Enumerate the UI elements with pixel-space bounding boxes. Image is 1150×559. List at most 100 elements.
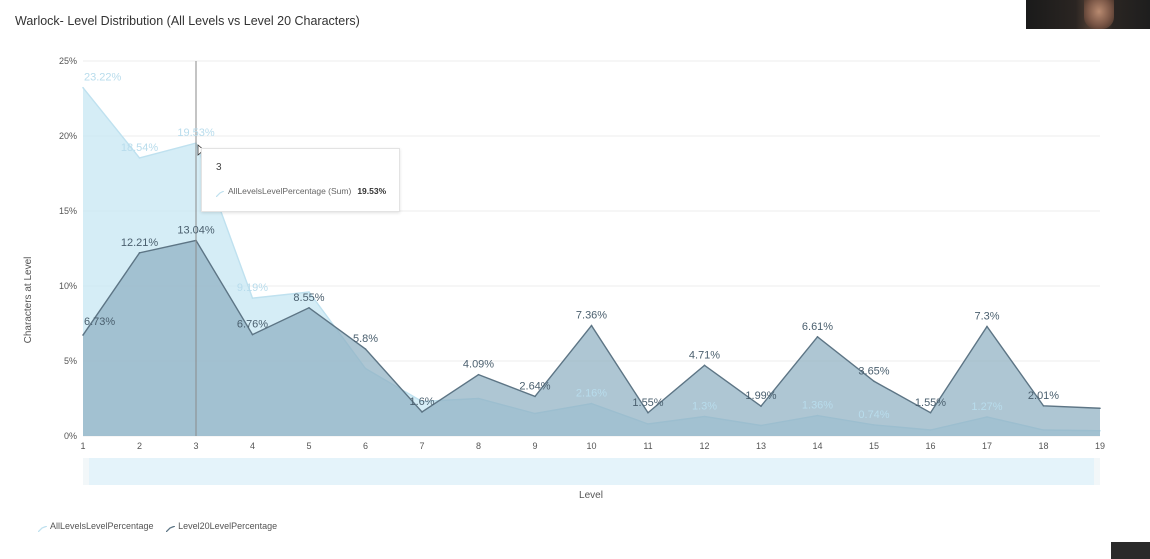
data-label-level20: 2.01% <box>1028 390 1059 402</box>
x-tick-label: 9 <box>532 441 537 451</box>
webcam-face <box>1084 0 1114 29</box>
y-tick-label: 0% <box>64 431 77 441</box>
y-tick-label: 5% <box>64 356 77 366</box>
point-level20 <box>1042 405 1045 407</box>
x-tick-label: 8 <box>476 441 481 451</box>
y-tick-label: 10% <box>59 281 77 291</box>
x-tick-label: 15 <box>869 441 879 451</box>
x-tick-label: 14 <box>812 441 822 451</box>
tooltip-row: AllLevelsLevelPercentage (Sum) 19.53% <box>215 186 387 198</box>
data-label-level20: 4.09% <box>463 359 494 371</box>
tooltip-series-label: AllLevelsLevelPercentage (Sum) <box>228 186 352 196</box>
zoom-scrollbar[interactable] <box>83 458 1100 485</box>
point-level20 <box>251 333 254 336</box>
data-label-level20: 2.64% <box>519 380 550 392</box>
x-tick-label: 5 <box>306 441 311 451</box>
data-label-level20: 5.8% <box>353 333 378 345</box>
data-label-all-levels: 2.16% <box>576 388 607 400</box>
data-tooltip: 3 AllLevelsLevelPercentage (Sum) 19.53% <box>201 148 400 212</box>
point-all-levels <box>82 86 84 89</box>
point-level20 <box>647 411 649 414</box>
area-level20 <box>83 240 1100 436</box>
legend-all-levels-swatch-icon <box>37 524 48 533</box>
data-label-all-levels: 1.27% <box>971 401 1002 413</box>
data-label-level20: 4.71% <box>689 349 720 361</box>
point-level20 <box>929 411 932 414</box>
chart-title: Warlock- Level Distribution (All Levels … <box>15 14 360 28</box>
data-labels: 23.22% 18.54% 19.53% 9.19% 2.16% 1.3% 1.36% 0.7… <box>84 72 1059 421</box>
point-level20 <box>1099 407 1101 410</box>
data-label-all-levels: 19.53% <box>177 127 215 139</box>
data-label-level20: 8.55% <box>293 292 324 304</box>
data-label-level20: 12.21% <box>121 237 159 249</box>
chart-legend: AllLevelsLevelPercentage Level20LevelPer… <box>37 521 287 533</box>
point-level20 <box>364 348 367 350</box>
x-tick-label: 2 <box>137 441 142 451</box>
data-label-level20: 6.61% <box>802 321 833 333</box>
point-level20 <box>873 380 875 383</box>
data-label-level20: 6.73% <box>84 316 115 328</box>
point-all-levels <box>308 291 310 293</box>
legend-item-all-levels[interactable]: AllLevelsLevelPercentage <box>37 521 154 533</box>
y-tick-label: 25% <box>59 56 77 66</box>
x-axis-title: Level <box>579 490 603 501</box>
tooltip-series-swatch-icon <box>215 189 225 198</box>
point-level20 <box>986 325 988 328</box>
x-tick-label: 1 <box>80 441 85 451</box>
y-axis-title: Characters at Level <box>23 257 34 344</box>
point-all-levels <box>421 400 423 403</box>
data-label-level20: 6.76% <box>237 319 268 331</box>
point-level20 <box>308 306 310 309</box>
point-level20 <box>82 334 84 336</box>
data-label-all-levels: 0.74% <box>858 409 889 421</box>
tooltip-value: 19.53% <box>357 186 387 196</box>
data-label-level20: 7.3% <box>974 311 999 323</box>
point-all-levels <box>138 157 141 159</box>
legend-item-level20[interactable]: Level20LevelPercentage <box>165 521 278 533</box>
data-label-level20: 3.65% <box>858 365 889 377</box>
legend-level20-swatch-icon <box>165 524 176 533</box>
webcam-overlay <box>1026 0 1150 29</box>
corner-overlay <box>1111 542 1150 559</box>
legend-all-levels-label: AllLevelsLevelPercentage <box>50 521 154 531</box>
x-tick-label: 4 <box>250 441 255 451</box>
x-tick-label: 13 <box>756 441 766 451</box>
x-tick-label: 16 <box>925 441 935 451</box>
legend-level20-label: Level20LevelPercentage <box>178 521 278 531</box>
point-level20 <box>760 405 762 407</box>
x-tick-label: 7 <box>419 441 424 451</box>
data-label-all-levels: 1.36% <box>802 400 833 412</box>
x-tick-label: 17 <box>982 441 992 451</box>
data-label-all-levels: 18.54% <box>121 142 159 154</box>
x-tick-label: 19 <box>1095 441 1105 451</box>
x-tick-label: 10 <box>586 441 596 451</box>
data-label-level20: 7.36% <box>576 310 607 322</box>
point-level20 <box>534 395 536 398</box>
point-level20 <box>816 336 819 338</box>
tooltip-category: 3 <box>216 162 222 173</box>
x-tick-label: 11 <box>643 441 652 451</box>
y-axis-tick-labels: 0% 5% 10% 15% 20% 25% <box>59 56 77 441</box>
data-label-level20: 13.04% <box>177 224 215 236</box>
point-level20 <box>138 252 141 254</box>
x-tick-label: 18 <box>1038 441 1048 451</box>
data-label-level20: 1.99% <box>745 390 776 402</box>
data-label-all-levels: 23.22% <box>84 72 122 84</box>
data-label-level20: 1.6% <box>409 396 434 408</box>
data-label-level20: 1.55% <box>632 397 663 409</box>
x-tick-label: 12 <box>699 441 709 451</box>
point-all-levels <box>251 297 254 299</box>
data-label-all-levels: 1.3% <box>692 401 717 413</box>
point-level20 <box>421 411 423 413</box>
data-label-all-levels: 9.19% <box>237 282 268 294</box>
point-level20 <box>590 324 593 327</box>
point-level20 <box>703 364 706 367</box>
y-tick-label: 20% <box>59 131 77 141</box>
y-tick-label: 15% <box>59 206 77 216</box>
point-level20 <box>477 373 480 376</box>
series-areas <box>82 86 1101 436</box>
x-tick-label: 6 <box>363 441 368 451</box>
data-label-level20: 1.55% <box>915 397 946 409</box>
x-axis-tick-labels: 1 2 3 4 5 6 7 8 9 10 11 12 13 14 15 16 17 18 19 <box>80 441 1105 451</box>
